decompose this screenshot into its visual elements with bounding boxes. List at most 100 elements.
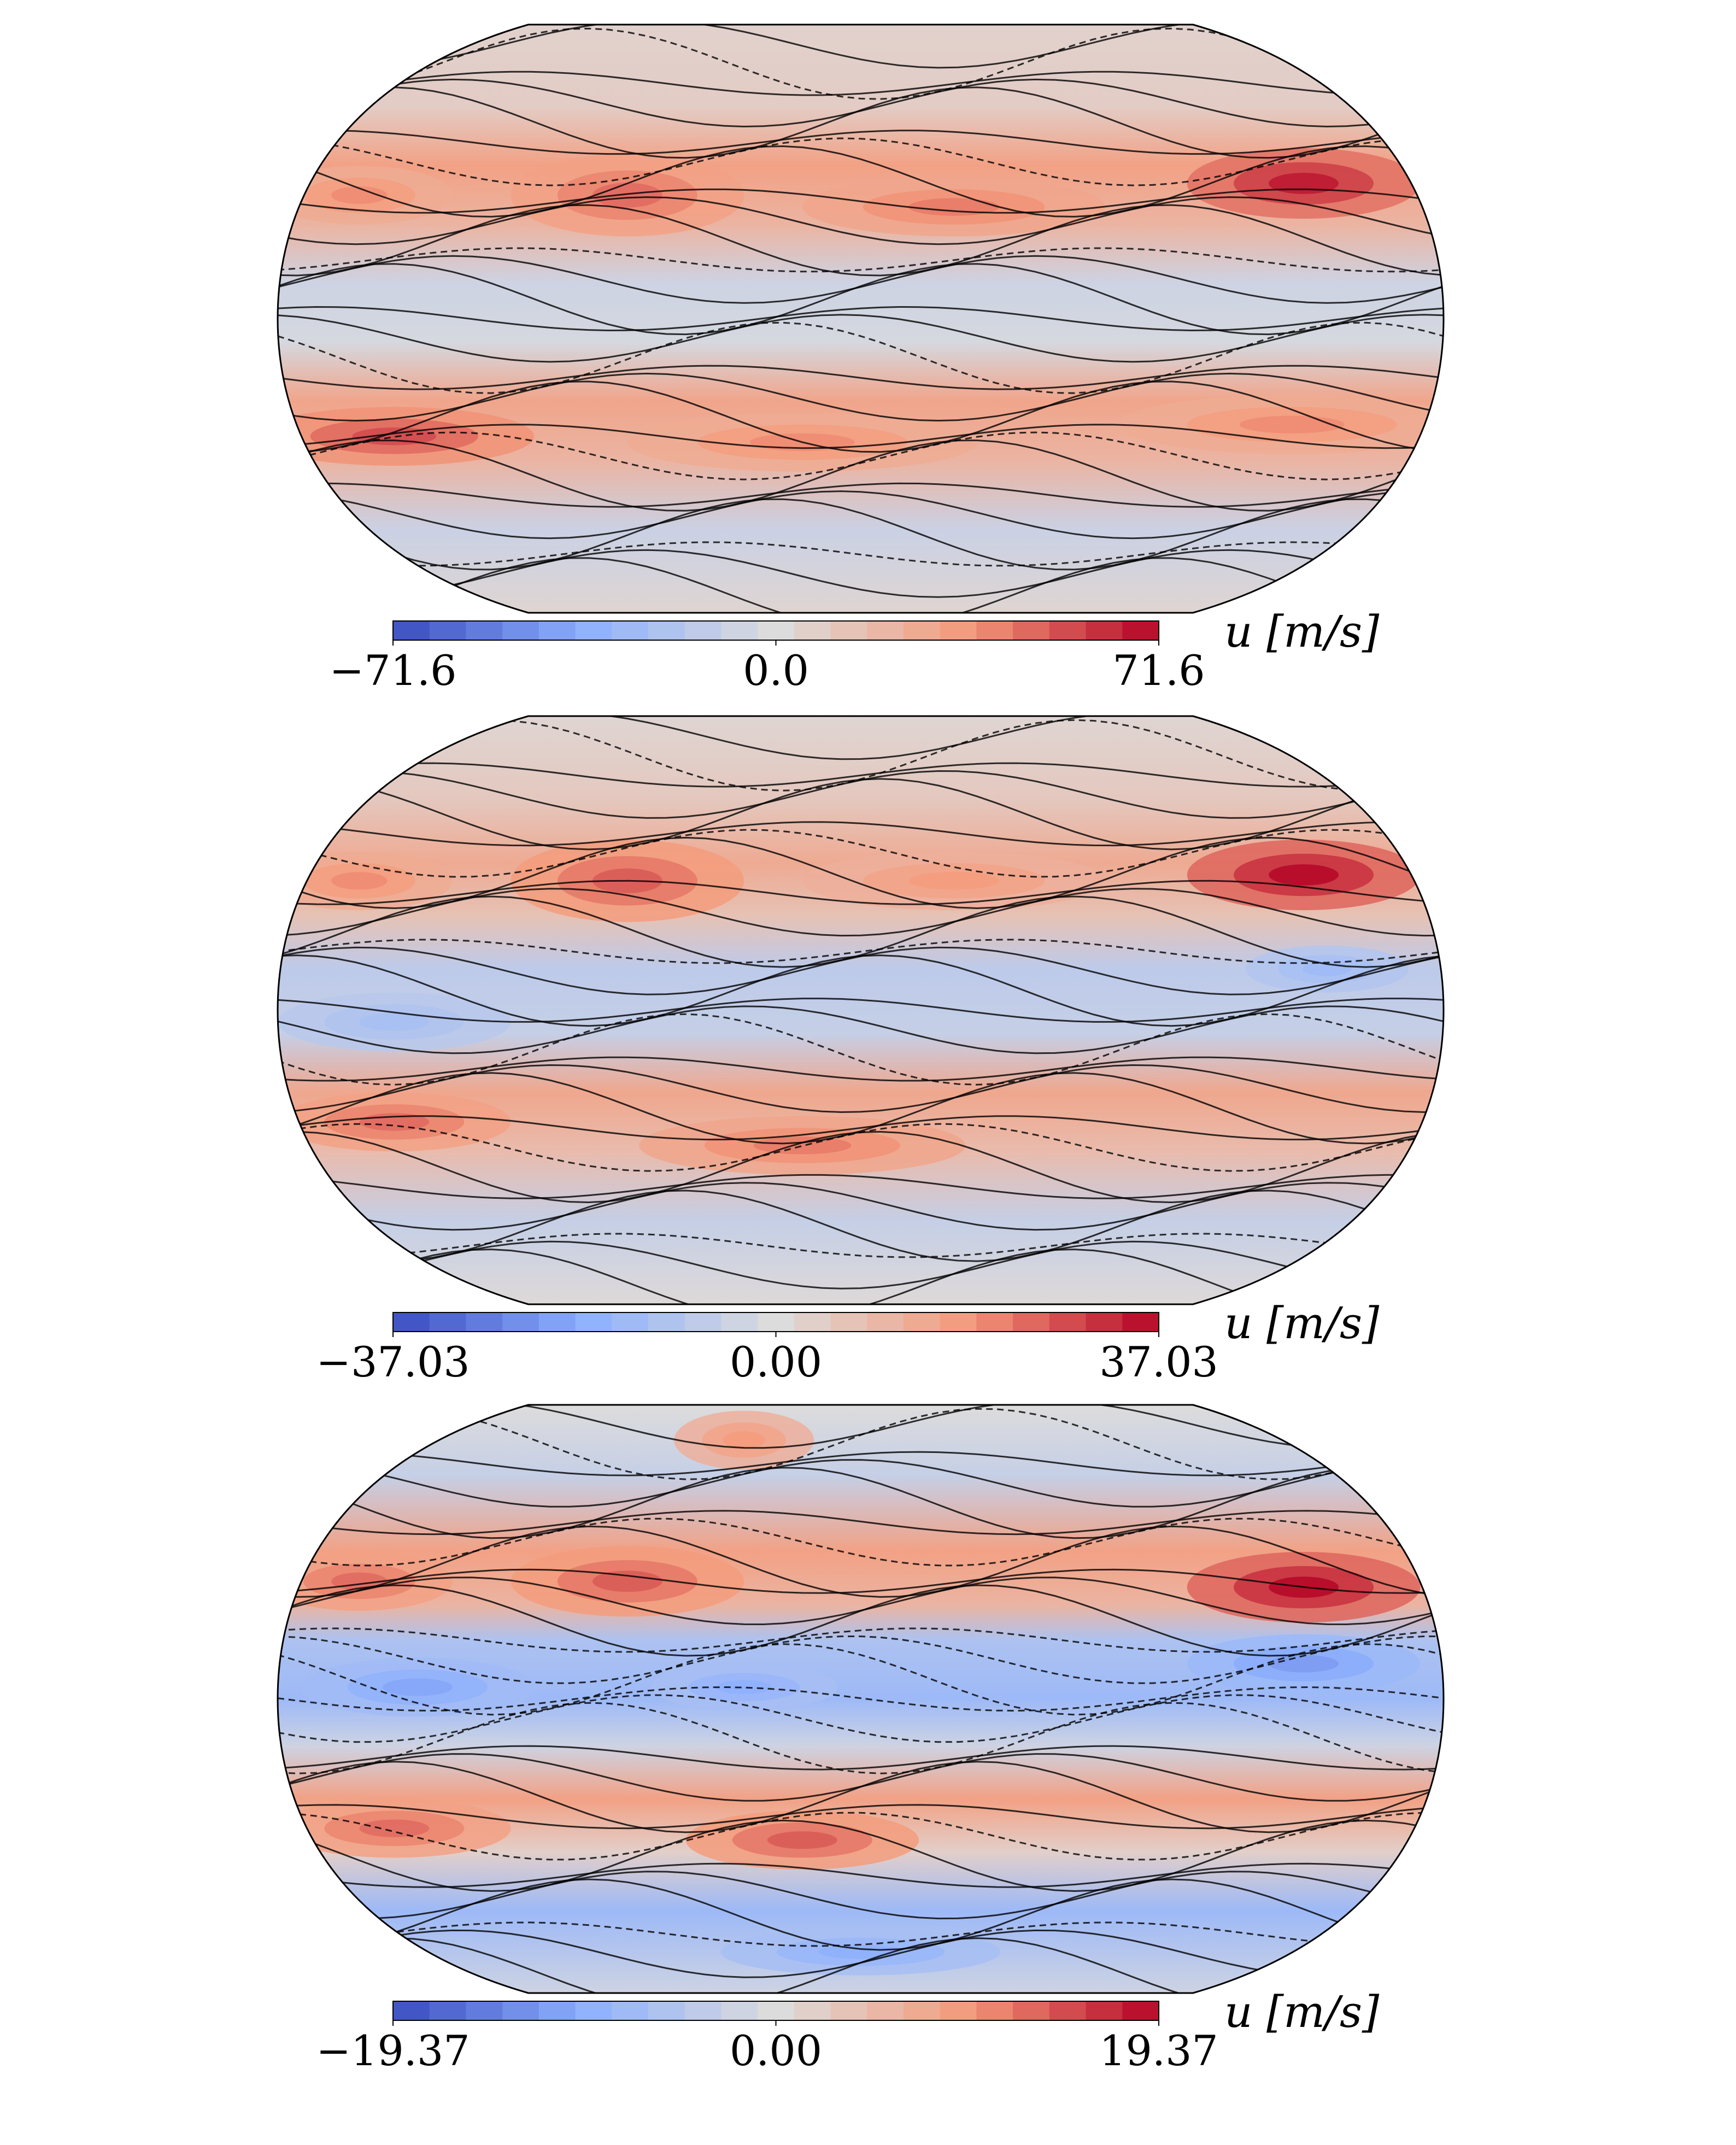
contour-line bbox=[278, 549, 1444, 598]
colorbar-step bbox=[466, 621, 503, 640]
map-panel: −19.37 0.00 19.37u [m/s] bbox=[277, 1404, 1445, 2075]
colorbar-step bbox=[648, 621, 685, 640]
colorbar-tick-label: 0.0 bbox=[743, 646, 809, 695]
map-field bbox=[278, 25, 1444, 613]
colorbar-label: u [m/s] bbox=[1224, 1986, 1380, 2037]
colorbar-step bbox=[1013, 621, 1050, 640]
jet-core bbox=[723, 1431, 765, 1449]
contour-line bbox=[278, 439, 1444, 512]
colorbar-step bbox=[684, 621, 722, 640]
contour-line bbox=[278, 314, 1444, 363]
colorbar-step bbox=[538, 2001, 576, 2020]
jet-core bbox=[1269, 173, 1339, 194]
contour-line bbox=[278, 188, 1444, 214]
colorbar-step bbox=[684, 2001, 722, 2020]
colorbar-step bbox=[1122, 1312, 1159, 1332]
jet-core bbox=[1269, 1655, 1339, 1673]
contour-line bbox=[278, 86, 1444, 159]
contour-line bbox=[278, 1643, 1444, 1716]
colorbar-step bbox=[721, 1312, 758, 1332]
colorbar-step bbox=[612, 1312, 649, 1332]
colorbar-step bbox=[904, 1312, 941, 1332]
colorbar-tick-label: 37.03 bbox=[1099, 1338, 1218, 1386]
colorbar-label: u [m/s] bbox=[1224, 606, 1380, 657]
colorbar-step bbox=[721, 621, 758, 640]
contour-line bbox=[278, 1627, 1444, 1653]
colorbar-step bbox=[794, 621, 831, 640]
colorbar-step bbox=[502, 1312, 539, 1332]
contour-line bbox=[278, 145, 1444, 218]
colorbar-step bbox=[867, 1312, 904, 1332]
colorbar-tick-label: 71.6 bbox=[1112, 646, 1205, 695]
contour-line bbox=[278, 762, 1444, 788]
colorbar-tick-label: −19.37 bbox=[316, 2026, 470, 2075]
contour-line bbox=[278, 1510, 1444, 1536]
contour-line bbox=[278, 482, 1444, 508]
contour-line bbox=[278, 1584, 1444, 1657]
colorbar-step bbox=[684, 1312, 722, 1332]
jet-core bbox=[331, 872, 388, 890]
colorbar-step bbox=[721, 2001, 758, 2020]
colorbar-step bbox=[466, 2001, 503, 2020]
jet-core bbox=[592, 183, 662, 208]
map-field bbox=[278, 1405, 1444, 1993]
colorbar-step bbox=[1013, 1312, 1050, 1332]
contour-line bbox=[278, 1115, 1444, 1141]
contour-line bbox=[278, 1005, 1444, 1054]
contour-line bbox=[278, 1189, 1444, 1262]
colorbar-tick-label: −37.03 bbox=[316, 1338, 470, 1386]
contour-line bbox=[278, 998, 1444, 1023]
contour-line bbox=[278, 372, 1444, 422]
contour-line bbox=[278, 1862, 1444, 1888]
contour-line bbox=[278, 1702, 1444, 1774]
contour-line bbox=[278, 1819, 1444, 1892]
colorbar-step bbox=[1122, 2001, 1159, 2020]
contour-line bbox=[278, 321, 1444, 394]
colorbar-step bbox=[904, 2001, 941, 2020]
map-panel: −71.6 0.0 71.6 u [m/s] bbox=[277, 24, 1445, 695]
colorbar-step bbox=[1049, 2001, 1087, 2020]
jet-core bbox=[592, 1570, 662, 1592]
contour-line bbox=[278, 431, 1444, 480]
colorbar-step bbox=[794, 1312, 831, 1332]
colorbar-step bbox=[1086, 1312, 1123, 1332]
colorbar-step bbox=[976, 1312, 1013, 1332]
contour-line bbox=[278, 939, 1444, 964]
colorbar-step bbox=[575, 2001, 612, 2020]
colorbar-step bbox=[1013, 2001, 1050, 2020]
contour-line bbox=[278, 1130, 1444, 1204]
colorbar-step bbox=[393, 2001, 430, 2020]
contour-line bbox=[278, 498, 1444, 571]
colorbar-step bbox=[466, 1312, 503, 1332]
colorbar-step bbox=[1086, 2001, 1123, 2020]
contour-line bbox=[278, 1745, 1444, 1771]
colorbar-step bbox=[538, 621, 576, 640]
colorbar-step bbox=[502, 2001, 539, 2020]
colorbar-step bbox=[904, 621, 941, 640]
colorbar-step bbox=[830, 2001, 867, 2020]
colorbar-step bbox=[575, 621, 612, 640]
colorbar-step bbox=[393, 1312, 430, 1332]
colorbar-step bbox=[648, 2001, 685, 2020]
field-background bbox=[278, 25, 1444, 613]
contour-line bbox=[278, 1072, 1444, 1145]
contour-line bbox=[278, 1467, 1444, 1539]
colorbar-step bbox=[758, 1312, 795, 1332]
contour-line bbox=[278, 1013, 1444, 1086]
map-panel: −37.03 0.00 37.03u [m/s] bbox=[277, 715, 1445, 1386]
colorbar-step bbox=[1122, 621, 1159, 640]
colorbar-step bbox=[867, 2001, 904, 2020]
colorbar-step bbox=[830, 621, 867, 640]
colorbar-step bbox=[758, 2001, 795, 2020]
contour-line bbox=[278, 490, 1444, 540]
colorbar-tick-label: 0.00 bbox=[730, 1338, 822, 1386]
contour-line bbox=[278, 365, 1444, 390]
contour-line bbox=[278, 1568, 1444, 1594]
colorbar-step bbox=[1086, 621, 1123, 640]
jet-core bbox=[331, 186, 388, 204]
contour-line bbox=[278, 1056, 1444, 1082]
contour-line bbox=[278, 1878, 1444, 1951]
colorbar-step bbox=[429, 1312, 467, 1332]
